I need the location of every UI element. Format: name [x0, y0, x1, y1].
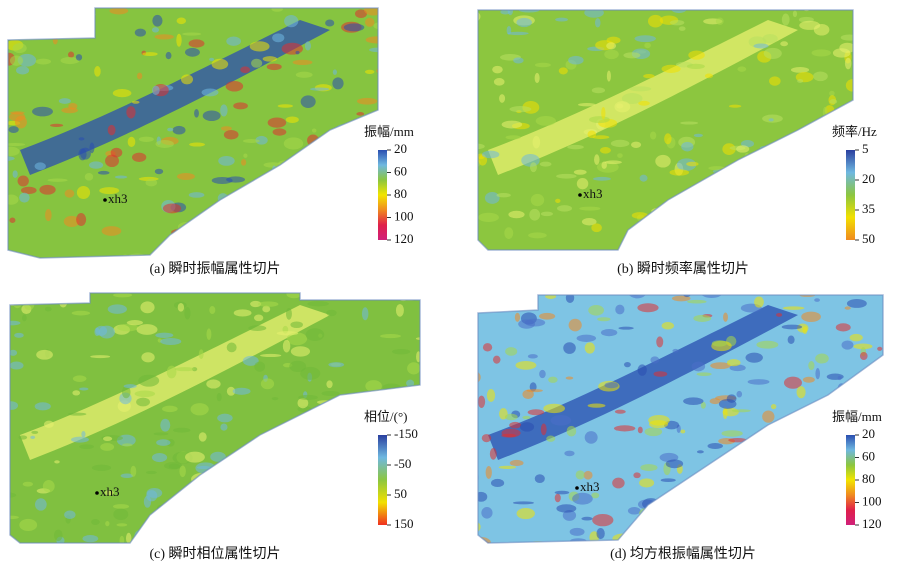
colorbar-tick-label: 20 [862, 426, 875, 441]
panel: xh3 相位/(°) -150 -50 50 150 (c) 瞬时相位属性切片 [9, 292, 440, 562]
colorbar-tick-label: 150 [394, 516, 414, 531]
panel: xh3 频率/Hz 5 20 35 50 (b) 瞬时频率属性切片 [477, 9, 903, 277]
colorbar-tick-label: 20 [394, 141, 407, 156]
caption: (b) 瞬时频率属性切片 [617, 260, 749, 277]
caption: (a) 瞬时振幅属性切片 [149, 261, 280, 277]
colorbar-title: 振幅/mm [832, 409, 882, 424]
colorbar-tick-label: 50 [862, 231, 875, 246]
colorbar-tick-label: 60 [394, 163, 407, 178]
colorbar-tick-label: -50 [394, 456, 411, 471]
colorbar-tick-label: 20 [862, 171, 875, 186]
panel: xh3 振幅/mm 20 60 80 100 120 (d) 均方根振幅属性切片 [477, 294, 903, 562]
colorbar-title: 相位/(°) [364, 409, 407, 424]
colorbar-tick-label: 50 [394, 486, 407, 501]
colorbar [846, 150, 855, 240]
colorbar-tick-label: 80 [394, 186, 407, 201]
well-marker [578, 193, 582, 197]
colorbar [378, 150, 387, 240]
caption: (d) 均方根振幅属性切片 [610, 546, 756, 562]
well-label: xh3 [108, 191, 128, 206]
well-marker [95, 491, 99, 495]
colorbar [846, 435, 855, 525]
colorbar-tick-label: 100 [394, 208, 414, 223]
well-label: xh3 [580, 479, 600, 494]
well-marker [103, 198, 107, 202]
colorbar-title: 振幅/mm [364, 124, 414, 139]
colorbar-tick-label: 120 [862, 516, 882, 531]
well-label: xh3 [100, 484, 120, 499]
caption: (c) 瞬时相位属性切片 [149, 546, 280, 562]
well-marker [575, 486, 579, 490]
colorbar-tick-label: 120 [394, 231, 414, 246]
colorbar-title: 频率/Hz [832, 124, 877, 139]
panel: xh3 振幅/mm 20 60 80 100 120 (a) 瞬时振幅属性切片 [7, 7, 440, 277]
colorbar-tick-label: -150 [394, 426, 418, 441]
colorbar-tick-label: 5 [862, 141, 869, 156]
colorbar [378, 435, 387, 525]
colorbar-tick-label: 100 [862, 493, 882, 508]
colorbar-tick-label: 35 [862, 201, 875, 216]
well-label: xh3 [583, 186, 603, 201]
colorbar-tick-label: 80 [862, 471, 875, 486]
colorbar-tick-label: 60 [862, 448, 875, 463]
